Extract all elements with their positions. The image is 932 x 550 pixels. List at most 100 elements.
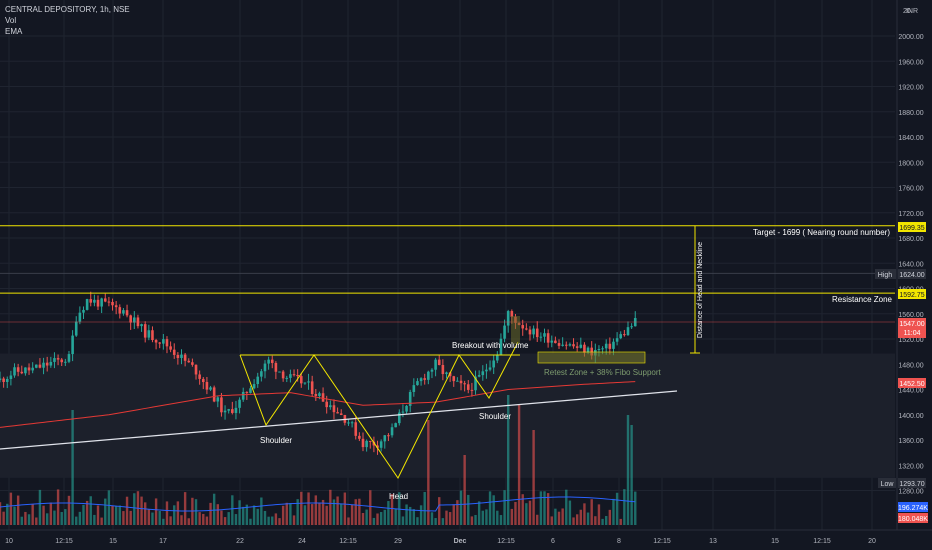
volume-bar [6,503,9,525]
volume-bar [329,489,332,525]
volume-bar [369,490,372,525]
candle-body [372,441,376,446]
volume-bar [114,505,118,525]
volume-bar [122,511,125,525]
time-axis[interactable]: 10 12:15 15 17 22 24 12:15 29 Dec 12:15 6 8 12:15 13 1… [0,529,932,550]
time-tick-label: 20 [868,538,876,545]
candle-body [379,441,383,448]
candle-body [96,299,100,307]
candle-body [387,435,390,437]
candle-body [56,358,60,360]
candle-body [205,382,209,390]
candle-body [27,367,31,371]
volume-bar [169,516,172,525]
high-badge: 1624.00 [899,272,924,279]
candle-body [437,359,441,366]
candle-body [583,344,586,353]
candle-body [176,354,180,358]
price-tick-label: 1720.00 [898,211,923,218]
ema-indicator-label[interactable]: EMA [5,27,23,36]
volume-bar [605,516,608,525]
volume-bar [408,506,412,525]
volume-bar [387,501,390,525]
time-tick-label: 12:15 [497,538,515,545]
candle-body [358,435,361,439]
time-tick-label: 12:15 [339,538,357,545]
symbol-title[interactable]: CENTRAL DEPOSITORY, 1h, NSE [5,5,130,14]
time-tick-label: 15 [109,538,117,545]
candle-body [151,330,154,341]
candle-body [60,359,64,363]
volume-bar [144,502,147,525]
candle-body [296,374,299,377]
candle-body [260,371,263,377]
volume-badge: 196.274K [898,505,928,512]
volume-bar [252,505,256,525]
candle-body [623,334,626,336]
candle-body [16,367,20,372]
candle-body [528,329,532,335]
right-shoulder-annotation: Shoulder [479,412,511,421]
volume-bar [601,518,604,525]
volume-bar [140,496,143,525]
candle-body [285,377,289,379]
time-tick-label: 22 [236,538,244,545]
volume-bar [485,509,488,525]
candle-body [107,301,111,303]
retest-annotation: Retest Zone + 38% Fibo Support [544,368,662,377]
volume-bar [536,514,539,525]
candle-body [321,393,325,402]
volume-bar [307,492,310,525]
target-badge: 1699.35 [899,225,924,232]
volume-bar [271,516,274,525]
target-badge-bg [898,222,926,232]
volume-indicator-label[interactable]: Vol [5,16,17,25]
volume-bar [590,499,593,525]
candle-body [506,311,510,326]
volume-bar [405,504,408,525]
candle-body [158,342,162,344]
candle-body [303,382,307,384]
volume-bar [332,499,336,525]
volume-bar [249,518,252,525]
candle-body [31,367,34,371]
head-shoulders-pattern [239,341,519,479]
candle-body [5,379,9,382]
volume-bar [111,505,114,525]
volume-bar [383,509,386,525]
volume-badge-bg [898,502,928,512]
volume-bar [133,493,136,525]
volume-bar [267,516,270,525]
volume-bar [561,508,564,525]
candle-body [561,344,564,346]
candle-body [419,378,423,382]
time-tick-label: 12:15 [55,538,73,545]
candle-body [71,335,74,355]
low-label-bg [878,478,896,488]
volume-bar [321,499,325,525]
time-axis-bg [0,530,932,550]
price-tick-label: 1920.00 [898,85,923,92]
candle-body [187,360,191,363]
price-tick-label: 1280.00 [898,489,923,496]
volume-bar [45,513,49,525]
price-tick-label: 1960.00 [898,59,923,66]
candle-body [42,362,45,368]
candle-body [111,301,114,306]
volume-bar [325,505,328,525]
ema-badge-bg [898,378,926,388]
candle-body [169,346,172,350]
candle-body [430,369,434,372]
candle-body [162,339,165,344]
volume-bar [452,504,455,525]
price-axis[interactable]: 2000.00 1960.00 1920.00 1880.00 1840.00 1800.… [896,0,932,530]
candle-body [314,394,318,396]
candle-body [441,365,445,375]
candle-body [136,317,140,327]
volume-bar [456,500,459,525]
volume-bar [554,508,557,525]
candle-body [412,385,416,392]
candle-body [172,349,176,355]
last-price-badge: 1547.00 [899,321,924,328]
